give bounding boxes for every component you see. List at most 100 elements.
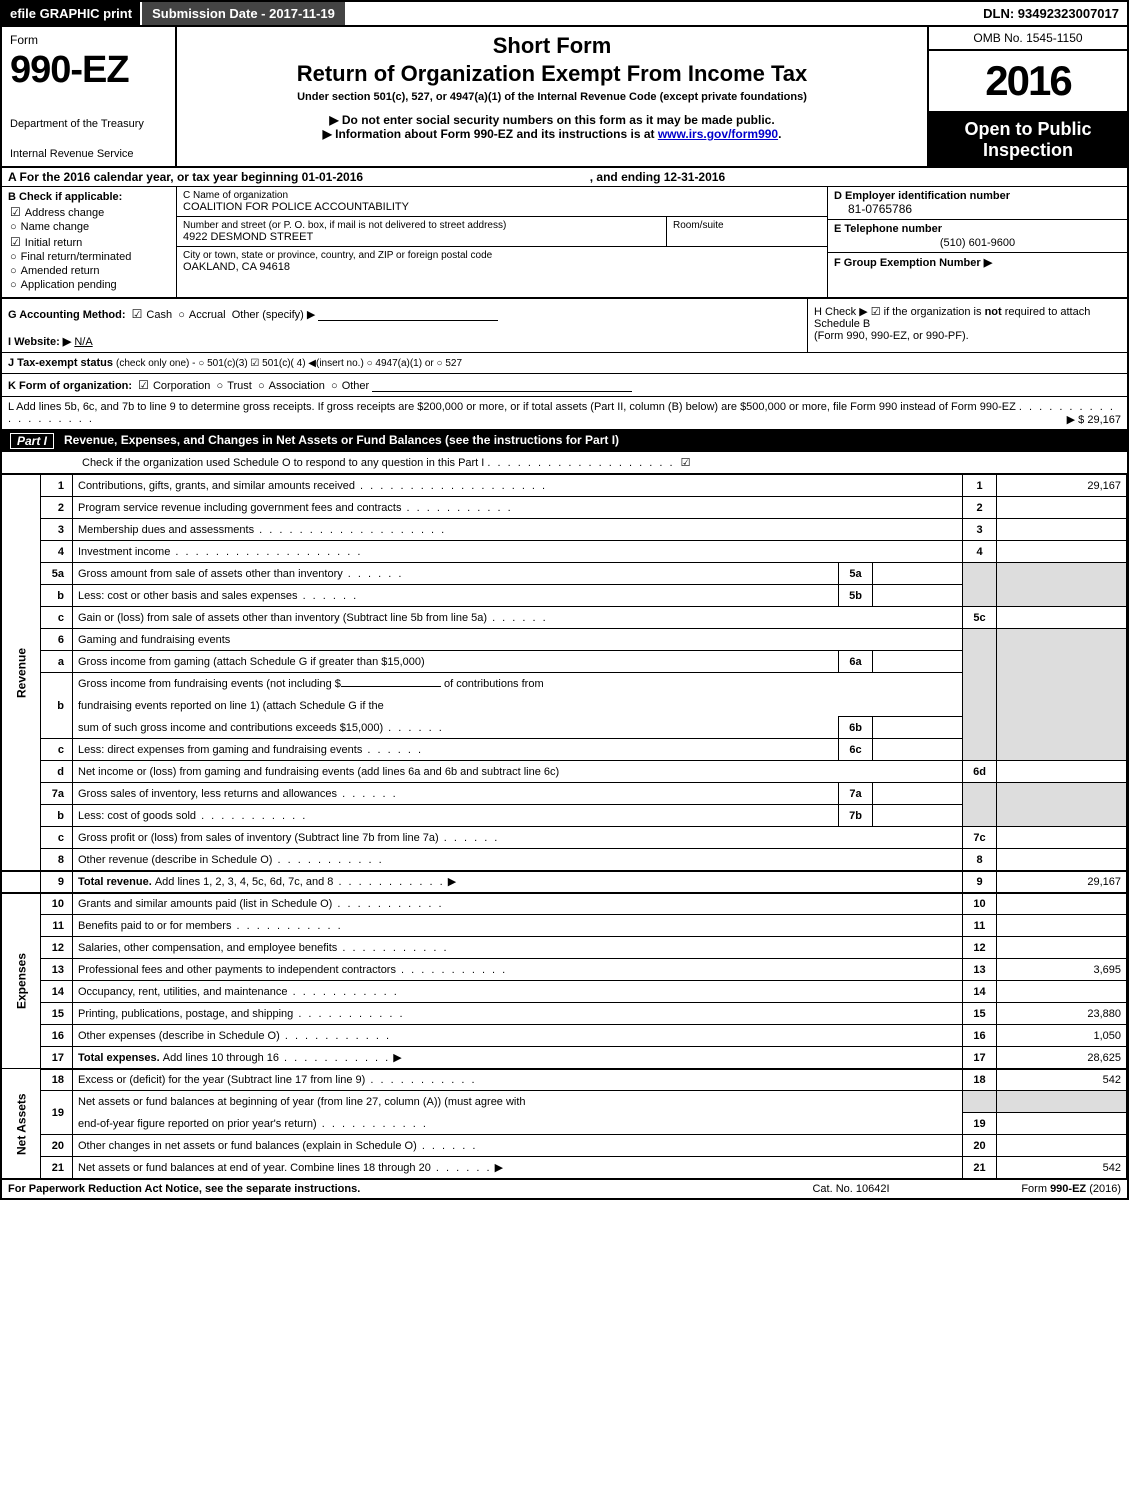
header-middle: Short Form Return of Organization Exempt…: [177, 27, 927, 166]
l15-n: 15: [41, 1003, 73, 1025]
row-l: L Add lines 5b, 6c, and 7b to line 9 to …: [2, 397, 1127, 430]
l7c-ln: 7c: [963, 827, 997, 849]
chk-initial-return[interactable]: Initial return: [10, 235, 170, 249]
l14-n: 14: [41, 981, 73, 1003]
l7a-n: 7a: [41, 783, 73, 805]
chk-final-return[interactable]: Final return/terminated: [10, 251, 170, 263]
shade-5a: [997, 563, 1127, 607]
room-label: Room/suite: [673, 220, 821, 231]
l20-ln: 20: [963, 1135, 997, 1157]
l4-a: [997, 541, 1127, 563]
l13-d: Professional fees and other payments to …: [78, 964, 507, 976]
l6d-a: [997, 761, 1127, 783]
l6d-d: Net income or (loss) from gaming and fun…: [78, 766, 559, 778]
l5a-sn: 5a: [839, 563, 873, 585]
l10-ln: 10: [963, 893, 997, 915]
l20-d: Other changes in net assets or fund bala…: [78, 1140, 477, 1152]
l17-n: 17: [41, 1047, 73, 1069]
l5b-n: b: [41, 585, 73, 607]
l2-n: 2: [41, 497, 73, 519]
chk-name-change[interactable]: Name change: [10, 221, 170, 233]
l5a-n: 5a: [41, 563, 73, 585]
open-to-public: Open to Public Inspection: [929, 113, 1127, 166]
l13-ln: 13: [963, 959, 997, 981]
l6-d: Gaming and fundraising events: [78, 634, 230, 646]
l9-ln: 9: [963, 871, 997, 893]
shade-7: [963, 783, 997, 827]
l9-a: 29,167: [997, 871, 1127, 893]
l3-a: [997, 519, 1127, 541]
period-b: , and ending 12-31-2016: [590, 170, 725, 184]
l-amount: ▶ $ 29,167: [1067, 413, 1121, 426]
l13-a: 3,695: [997, 959, 1127, 981]
l14-ln: 14: [963, 981, 997, 1003]
l6b-sn: 6b: [839, 717, 873, 739]
h-not: not: [985, 306, 1002, 318]
l9-n: 9: [41, 871, 73, 893]
row-j: J Tax-exempt status (check only one) - ○…: [2, 353, 1127, 374]
l16-n: 16: [41, 1025, 73, 1047]
chk-address-change[interactable]: Address change: [10, 205, 170, 219]
l6b-n: b: [41, 673, 73, 739]
l21-ln: 21: [963, 1157, 997, 1179]
short-form-title: Short Form: [185, 33, 919, 59]
box-def: D Employer identification number 81-0765…: [827, 187, 1127, 297]
l6a-sn: 6a: [839, 651, 873, 673]
chk-accrual[interactable]: Accrual: [178, 309, 225, 321]
l17-ln: 17: [963, 1047, 997, 1069]
l16-d: Other expenses (describe in Schedule O): [78, 1030, 391, 1042]
l21-d: Net assets or fund balances at end of ye…: [78, 1162, 492, 1174]
city-value: OAKLAND, CA 94618: [183, 261, 492, 273]
section-netassets: Net Assets: [2, 1069, 41, 1179]
chk-trust[interactable]: Trust: [217, 380, 252, 392]
period-row: A For the 2016 calendar year, or tax yea…: [2, 168, 1127, 187]
l10-d: Grants and similar amounts paid (list in…: [78, 898, 444, 910]
chk-corporation[interactable]: Corporation: [138, 380, 210, 392]
l5b-d: Less: cost or other basis and sales expe…: [78, 590, 358, 602]
l9-d: Add lines 1, 2, 3, 4, 5c, 6d, 7c, and 8: [155, 876, 334, 888]
shade-19a: [997, 1091, 1127, 1113]
k-other-blank[interactable]: [372, 380, 632, 392]
footer-right: Form 990-EZ (2016): [941, 1183, 1121, 1195]
box-g: G Accounting Method: Cash Accrual Other …: [2, 299, 807, 352]
irs-link[interactable]: www.irs.gov/form990: [658, 127, 778, 141]
org-name: COALITION FOR POLICE ACCOUNTABILITY: [183, 201, 821, 213]
info-line: ▶ Information about Form 990-EZ and its …: [185, 127, 919, 141]
chk-association[interactable]: Association: [258, 380, 325, 392]
l6a-n: a: [41, 651, 73, 673]
chk-pending[interactable]: Application pending: [10, 279, 170, 291]
l19-n: 19: [41, 1091, 73, 1135]
section-revenue: Revenue: [2, 475, 41, 871]
info-pre: ▶ Information about Form 990-EZ and its …: [323, 127, 658, 141]
chk-amended[interactable]: Amended return: [10, 265, 170, 277]
part1-title: Revenue, Expenses, and Changes in Net As…: [64, 433, 619, 449]
lines-table: Revenue 1 Contributions, gifts, grants, …: [2, 474, 1127, 1179]
l19-ln: 19: [963, 1113, 997, 1135]
l11-a: [997, 915, 1127, 937]
l14-a: [997, 981, 1127, 1003]
topbar-spacer: [345, 2, 975, 25]
chk-other-org[interactable]: Other: [331, 380, 369, 392]
g-other-blank[interactable]: [318, 309, 498, 321]
omb-number: OMB No. 1545-1150: [929, 27, 1127, 51]
l6c-n: c: [41, 739, 73, 761]
footer-left: For Paperwork Reduction Act Notice, see …: [8, 1183, 761, 1195]
l6-n: 6: [41, 629, 73, 651]
part1-bar: Part I Revenue, Expenses, and Changes in…: [2, 430, 1127, 452]
tax-year: 2016: [929, 51, 1127, 113]
shade-7a: [997, 783, 1127, 827]
c-name-label: C Name of organization: [183, 190, 821, 201]
l11-ln: 11: [963, 915, 997, 937]
l6a-sa: [873, 651, 963, 673]
chk-cash[interactable]: Cash: [132, 309, 172, 321]
l6d-n: d: [41, 761, 73, 783]
header: Form 990-EZ Department of the Treasury I…: [2, 27, 1127, 168]
l4-d: Investment income: [78, 546, 362, 558]
website-value: N/A: [74, 336, 92, 348]
l12-d: Salaries, other compensation, and employ…: [78, 942, 449, 954]
l2-a: [997, 497, 1127, 519]
rev-end: [2, 871, 41, 893]
l17-d: Add lines 10 through 16: [163, 1052, 279, 1064]
l12-n: 12: [41, 937, 73, 959]
l2-d: Program service revenue including govern…: [78, 502, 513, 514]
